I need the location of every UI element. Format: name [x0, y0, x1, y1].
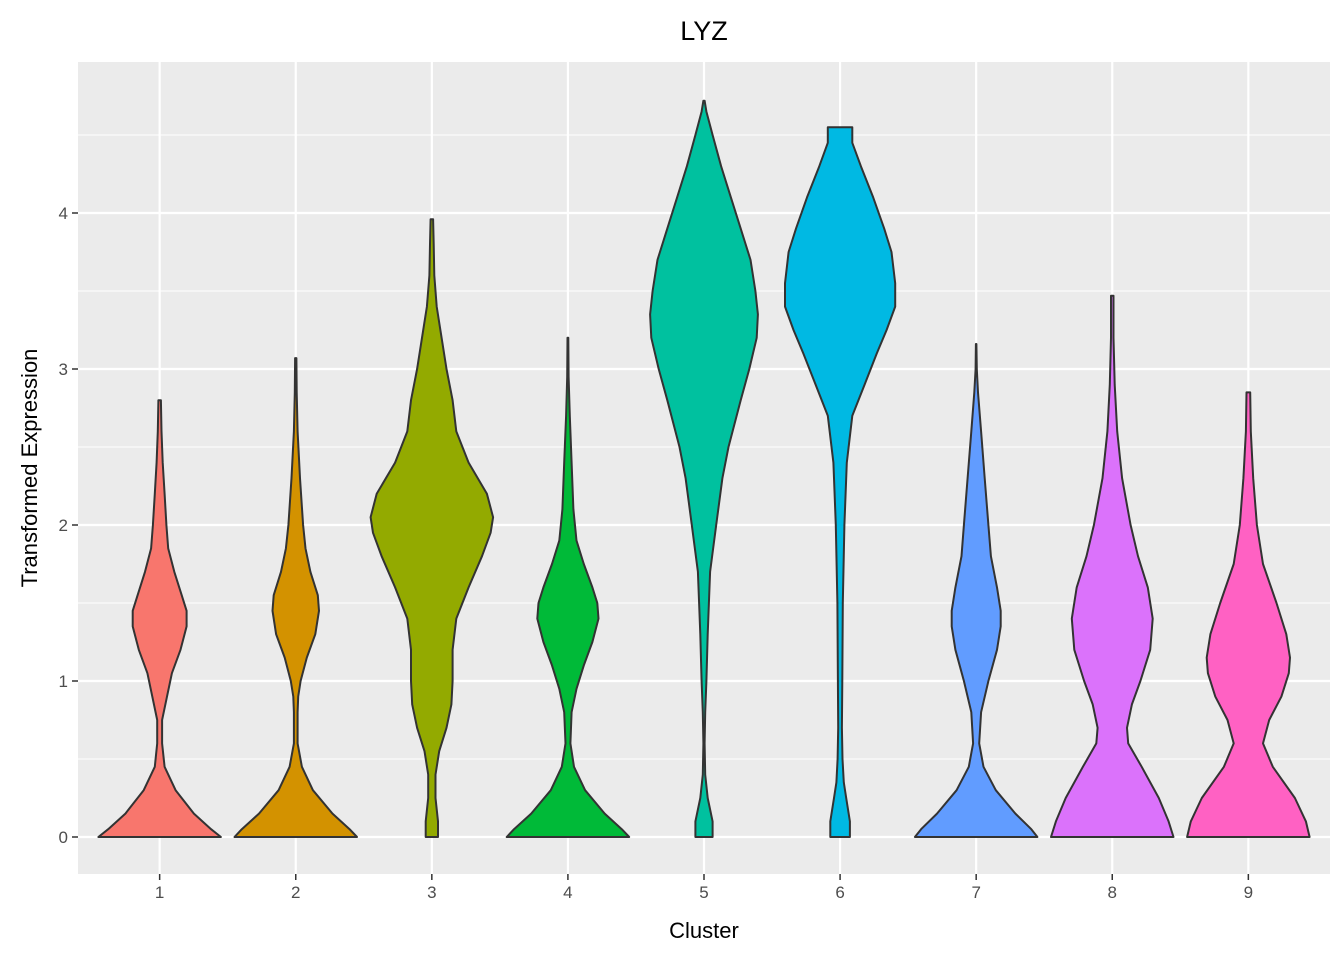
x-tick-label: 1	[155, 883, 164, 902]
violin-cluster-1	[97, 399, 222, 838]
violin-cluster-8	[1050, 294, 1175, 838]
violin-cluster-3	[369, 218, 495, 838]
violin-layer	[97, 99, 1311, 838]
y-tick-label: 1	[59, 672, 68, 691]
x-axis-title: Cluster	[669, 918, 739, 943]
x-tick-label: 5	[699, 883, 708, 902]
tick-labels: 0 1 2 3 4 1 2 3 4 5 6 7 8 9	[59, 204, 1254, 902]
violin-cluster-2	[233, 357, 358, 838]
x-tick-label: 7	[971, 883, 980, 902]
x-tick-label: 9	[1244, 883, 1253, 902]
y-tick-label: 3	[59, 360, 68, 379]
x-tick-label: 2	[291, 883, 300, 902]
violin-cluster-4	[505, 336, 631, 838]
x-tick-label: 6	[835, 883, 844, 902]
x-tick-label: 4	[563, 883, 572, 902]
y-tick-label: 4	[59, 204, 68, 223]
axis-ticks	[72, 212, 1250, 880]
y-tick-label: 2	[59, 516, 68, 535]
chart-title: LYZ	[680, 16, 728, 46]
violin-cluster-9	[1186, 391, 1311, 838]
x-tick-label: 8	[1108, 883, 1117, 902]
x-tick-label: 3	[427, 883, 436, 902]
violin-cluster-6	[784, 126, 897, 838]
y-tick-label: 0	[59, 828, 68, 847]
violin-cluster-7	[913, 343, 1039, 838]
y-axis-title: Transformed Expression	[17, 349, 42, 588]
violin-cluster-5	[649, 99, 759, 838]
